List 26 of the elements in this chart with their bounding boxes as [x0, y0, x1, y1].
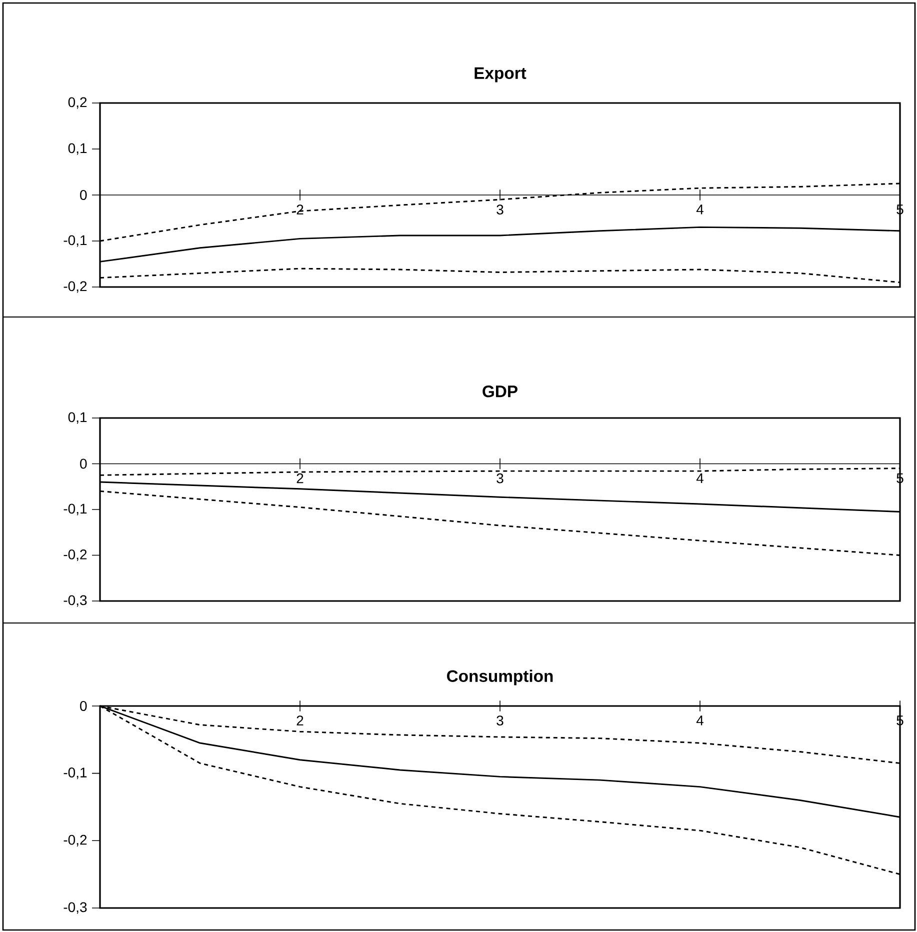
chart-title: GDP	[482, 385, 518, 398]
x-tick-label: 2	[296, 716, 304, 726]
y-tick-label: 0	[80, 190, 87, 200]
x-tick-label: 3	[496, 716, 504, 726]
chart-title: Consumption	[446, 670, 553, 686]
y-tick-label: -0,3	[64, 902, 87, 914]
y-tick-label: 0,1	[68, 143, 87, 155]
y-tick-label: -0,1	[64, 768, 87, 780]
x-tick-label: 3	[496, 473, 504, 484]
y-tick-label: 0	[80, 701, 87, 711]
y-tick-label: 0	[80, 458, 87, 469]
x-tick-label: 3	[496, 204, 504, 215]
x-tick-label: 4	[696, 716, 704, 726]
y-tick-label: -0,1	[64, 235, 87, 247]
x-tick-label: 4	[696, 204, 704, 214]
x-tick-label: 2	[296, 204, 304, 214]
y-tick-label: -0,1	[64, 504, 87, 516]
y-tick-label: -0,2	[64, 549, 87, 562]
y-tick-label: -0,2	[64, 834, 87, 846]
x-tick-label: 2	[296, 473, 304, 484]
y-tick-label: -0,3	[64, 595, 87, 607]
x-tick-label: 4	[696, 473, 704, 483]
y-tick-label: 0,1	[68, 412, 87, 424]
y-tick-label: 0,2	[68, 97, 87, 109]
chart-title: Export	[474, 67, 526, 82]
y-tick-label: -0,2	[64, 281, 87, 293]
